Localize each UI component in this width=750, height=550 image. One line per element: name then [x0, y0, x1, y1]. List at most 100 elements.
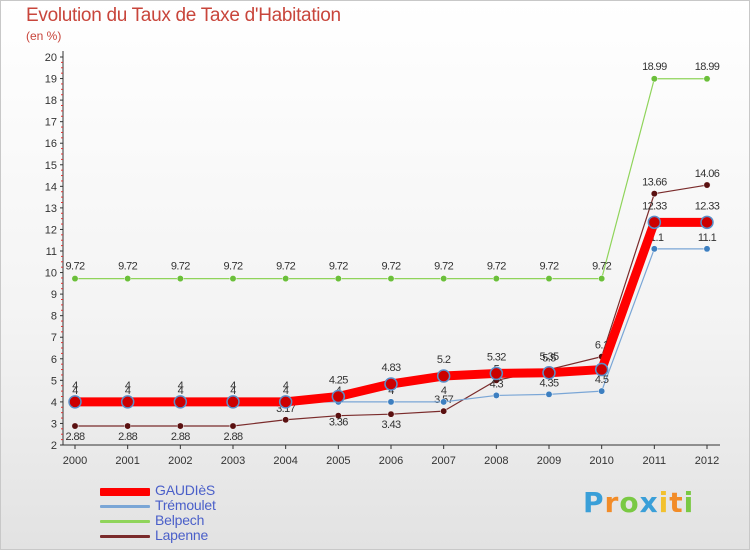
data-point — [387, 398, 395, 406]
data-point — [436, 369, 451, 383]
legend-label: Lapenne — [155, 527, 209, 543]
data-point — [173, 395, 188, 409]
data-point — [124, 422, 132, 430]
x-tick-label: 2003 — [221, 455, 245, 467]
data-point — [647, 215, 662, 230]
logo-letter: t — [669, 486, 684, 519]
logo-letter: P — [583, 486, 605, 519]
data-label: 9.72 — [223, 261, 242, 273]
data-label: 18.99 — [695, 61, 720, 73]
data-point — [334, 412, 342, 420]
x-tick-label: 2007 — [431, 455, 455, 467]
y-tick-label: 20 — [45, 52, 57, 64]
data-point — [542, 366, 556, 380]
logo-letter: o — [619, 486, 640, 519]
data-point — [489, 366, 504, 381]
series-line — [70, 217, 712, 407]
data-label: 4 — [230, 380, 236, 392]
data-point — [71, 422, 79, 430]
data-label: 9.72 — [329, 261, 348, 273]
data-label: 13.66 — [642, 177, 667, 189]
x-tick-label: 2001 — [115, 455, 139, 467]
data-point — [384, 377, 398, 391]
data-label: 9.72 — [171, 261, 190, 273]
data-label: 4 — [283, 385, 289, 397]
legend-swatch — [100, 535, 150, 538]
data-label: 2.88 — [118, 431, 137, 443]
y-tick-label: 9 — [51, 289, 57, 301]
data-point — [176, 275, 184, 283]
data-label: 4 — [72, 385, 78, 397]
data-label: 4.3 — [490, 378, 504, 390]
data-point — [226, 395, 240, 409]
data-label: 4 — [441, 385, 447, 397]
data-point — [492, 391, 500, 399]
data-label: 4.83 — [381, 362, 400, 374]
x-tick-label: 2008 — [484, 455, 508, 467]
y-tick-label: 13 — [45, 203, 57, 215]
data-point — [650, 190, 658, 198]
logo-letter: i — [658, 486, 670, 519]
legend-label: Belpech — [155, 512, 205, 528]
y-tick-label: 19 — [45, 74, 57, 86]
data-point — [598, 275, 606, 283]
data-label: 4 — [125, 380, 131, 392]
data-point — [278, 395, 293, 409]
data-label: 11.1 — [698, 232, 717, 244]
data-point — [282, 275, 290, 283]
legend-swatch — [100, 505, 150, 508]
chart-unit-label: (en %) — [26, 29, 62, 43]
data-point — [594, 362, 609, 377]
data-point — [703, 245, 711, 253]
proxiti-logo: Proxiti — [583, 486, 694, 519]
data-point — [650, 75, 658, 83]
data-point — [700, 215, 714, 230]
data-point — [703, 75, 711, 83]
data-point — [68, 395, 82, 409]
data-point — [71, 275, 79, 283]
data-label: 5.5 — [542, 353, 556, 365]
x-tick-label: 2010 — [589, 455, 613, 467]
legend-swatch — [100, 488, 150, 496]
data-point — [492, 275, 500, 283]
data-point — [440, 398, 448, 406]
series-line — [74, 78, 708, 280]
data-label: 9.72 — [65, 261, 84, 273]
x-tick-label: 2006 — [379, 455, 403, 467]
data-label: 2.88 — [171, 431, 190, 443]
data-label: 9.72 — [592, 261, 611, 273]
data-label: 5.2 — [437, 354, 451, 366]
data-label: 4.35 — [539, 377, 558, 389]
x-tick-label: 2005 — [326, 455, 350, 467]
x-tick-label: 2012 — [695, 455, 719, 467]
data-point — [650, 245, 658, 253]
y-tick-label: 14 — [45, 181, 57, 193]
y-tick-label: 16 — [45, 138, 57, 150]
x-tick-label: 2004 — [273, 455, 297, 467]
data-point — [545, 390, 553, 398]
data-label: 9.72 — [434, 261, 453, 273]
data-label: 4 — [283, 380, 289, 392]
chart-title: Evolution du Taux de Taxe d'Habitation — [26, 5, 341, 26]
data-label: 9.72 — [487, 261, 506, 273]
data-label: 4 — [125, 385, 131, 397]
data-label: 9.72 — [118, 261, 137, 273]
data-label: 4 — [178, 385, 184, 397]
data-point — [545, 275, 553, 283]
data-label: 4 — [178, 380, 184, 392]
y-tick-label: 4 — [51, 397, 57, 409]
y-tick-label: 3 — [51, 418, 57, 430]
data-label: 4 — [388, 385, 394, 397]
data-label: 9.72 — [539, 261, 558, 273]
data-label: 3.43 — [381, 419, 400, 431]
data-point — [598, 387, 606, 395]
data-label: 18.99 — [642, 61, 667, 73]
data-point — [229, 422, 237, 430]
y-tick-label: 5 — [51, 375, 57, 387]
data-point — [387, 275, 395, 283]
data-point — [387, 410, 395, 418]
y-tick-label: 12 — [45, 224, 57, 236]
data-label: 2.88 — [65, 431, 84, 443]
data-label: 9.72 — [276, 261, 295, 273]
